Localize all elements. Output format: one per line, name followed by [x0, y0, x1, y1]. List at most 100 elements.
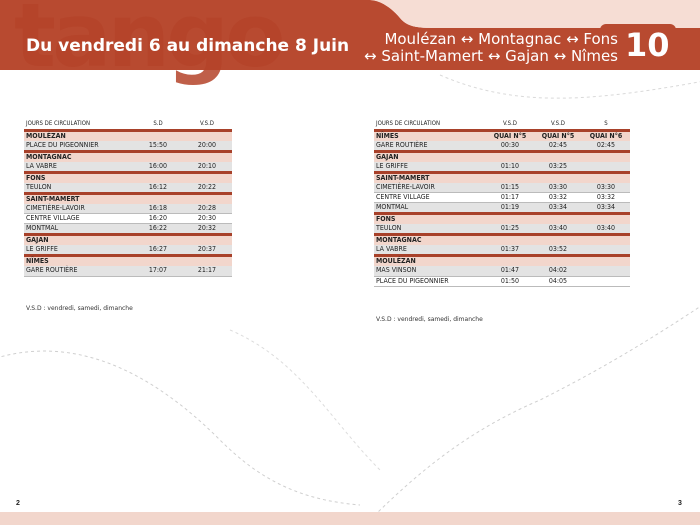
departure-time: 01:19 — [486, 202, 534, 214]
departure-time: 04:05 — [534, 276, 582, 286]
header-service-days: V.S.D — [551, 119, 565, 127]
stop-row: LA VABRE 16:00 20:10 — [24, 161, 232, 172]
empty-cell — [134, 130, 182, 141]
stop-row: GARE ROUTIÈRE 17:07 21:17 — [24, 266, 232, 276]
town-name: GAJAN — [374, 151, 486, 162]
empty-cell — [534, 151, 582, 162]
header-days-label: JOURS DE CIRCULATION — [26, 119, 91, 127]
empty-cell — [182, 255, 232, 266]
empty-cell — [534, 213, 582, 224]
stop-name: LE GRIFFE — [24, 245, 134, 256]
empty-cell — [182, 193, 232, 204]
stop-name: TEULON — [24, 182, 134, 193]
stop-row: LE GRIFFE 01:10 03:25 — [374, 161, 630, 172]
route-line-2: ↔ Saint-Mamert ↔ Gajan ↔ Nîmes — [364, 47, 618, 65]
town-name: FONS — [374, 213, 486, 224]
departure-time: 20:32 — [182, 223, 232, 235]
departure-time: 03:32 — [582, 192, 630, 203]
stop-name: LA VABRE — [24, 161, 134, 172]
stop-row: CIMETIÈRE-LAVOIR 01:15 03:30 03:30 — [374, 182, 630, 193]
header-days-label: JOURS DE CIRCULATION — [376, 119, 441, 127]
empty-cell — [534, 234, 582, 245]
town-name: GAJAN — [24, 234, 134, 245]
stop-row: TEULON 16:12 20:22 — [24, 182, 232, 193]
stop-row: LA VABRE 01:37 03:52 — [374, 245, 630, 256]
departure-time: 01:25 — [486, 224, 534, 235]
table-header-row: JOURS DE CIRCULATION V.S.D V.S.D S — [374, 118, 630, 130]
header-service-days: S.D — [153, 119, 163, 127]
stop-name: MONTMAL — [374, 202, 486, 214]
line-number-badge: 10 — [625, 26, 670, 64]
stop-row: PLACE DU PIGEONNIER 15:50 20:00 — [24, 140, 232, 151]
stop-name: MONTMAL — [24, 223, 134, 235]
empty-cell — [582, 213, 630, 224]
departure-time: 16:18 — [134, 203, 182, 214]
stop-name: MAS VINSON — [374, 266, 486, 276]
town-row: FONS — [374, 213, 630, 224]
stop-row: LE GRIFFE 16:27 20:37 — [24, 245, 232, 256]
town-row: SAINT-MAMERT — [374, 172, 630, 183]
empty-cell — [134, 193, 182, 204]
departure-time: 02:45 — [534, 140, 582, 151]
departure-time: 03:30 — [582, 182, 630, 193]
stop-row: CENTRE VILLAGE 16:20 20:30 — [24, 213, 232, 224]
stop-row: MONTMAL 01:19 03:34 03:34 — [374, 202, 630, 214]
header-service-days: S — [604, 119, 608, 127]
brand-logo: tango — [14, 0, 286, 87]
town-row: GAJAN — [24, 234, 232, 245]
departure-time — [582, 266, 630, 276]
empty-cell — [582, 234, 630, 245]
departure-time: 01:37 — [486, 245, 534, 256]
departure-time: 03:30 — [534, 182, 582, 193]
empty-cell — [486, 172, 534, 183]
departure-time — [582, 276, 630, 286]
stop-row: GARE ROUTIÈRE 00:30 02:45 02:45 — [374, 140, 630, 151]
departure-time: 16:27 — [134, 245, 182, 256]
departure-time: 01:17 — [486, 192, 534, 203]
stop-row: MAS VINSON 01:47 04:02 — [374, 266, 630, 276]
departure-time: 16:22 — [134, 223, 182, 235]
stop-name: GARE ROUTIÈRE — [374, 140, 486, 151]
empty-cell — [182, 234, 232, 245]
town-row: SAINT-MAMERT — [24, 193, 232, 204]
departure-time: 16:00 — [134, 161, 182, 172]
footnote-left: V.S.D : vendredi, samedi, dimanche — [26, 305, 133, 312]
stop-row: PLACE DU PIGEONNIER 01:50 04:05 — [374, 276, 630, 286]
departure-time: 20:37 — [182, 245, 232, 256]
stop-name: TEULON — [374, 224, 486, 235]
town-name: NÎMES — [24, 255, 134, 266]
header-service-days: V.S.D — [200, 119, 214, 127]
page-title: Du vendredi 6 au dimanche 8 Juin — [26, 36, 350, 56]
departure-time — [582, 245, 630, 256]
departure-time: 03:32 — [534, 192, 582, 203]
departure-time: 16:20 — [134, 213, 182, 224]
town-name: NÎMES — [374, 130, 486, 141]
empty-cell — [134, 234, 182, 245]
town-row: MONTAGNAC — [24, 151, 232, 162]
town-name: MOULÉZAN — [374, 255, 486, 266]
empty-cell — [182, 130, 232, 141]
stop-name: CENTRE VILLAGE — [374, 192, 486, 203]
page-number-left: 2 — [16, 500, 20, 507]
footnote-right: V.S.D : vendredi, samedi, dimanche — [376, 316, 483, 323]
departure-time: 21:17 — [182, 266, 232, 276]
departure-time: 01:50 — [486, 276, 534, 286]
header-banner: tango Du vendredi 6 au dimanche 8 Juin M… — [0, 0, 700, 80]
empty-cell — [582, 255, 630, 266]
platform-label: QUAI N°6 — [582, 130, 630, 141]
stop-row: TEULON 01:25 03:40 03:40 — [374, 224, 630, 235]
platform-label: QUAI N°5 — [486, 130, 534, 141]
departure-time: 15:50 — [134, 140, 182, 151]
stop-name: PLACE DU PIGEONNIER — [374, 276, 486, 286]
town-row: MOULÉZAN — [374, 255, 630, 266]
empty-cell — [182, 172, 232, 183]
stop-name: LE GRIFFE — [374, 161, 486, 172]
departure-time: 00:30 — [486, 140, 534, 151]
departure-time: 03:34 — [582, 202, 630, 214]
departure-time: 03:25 — [534, 161, 582, 172]
departure-time: 04:02 — [534, 266, 582, 276]
departure-time: 03:40 — [534, 224, 582, 235]
town-name: SAINT-MAMERT — [374, 172, 486, 183]
table-header-row: JOURS DE CIRCULATION S.D V.S.D — [24, 118, 232, 130]
departure-time: 01:47 — [486, 266, 534, 276]
